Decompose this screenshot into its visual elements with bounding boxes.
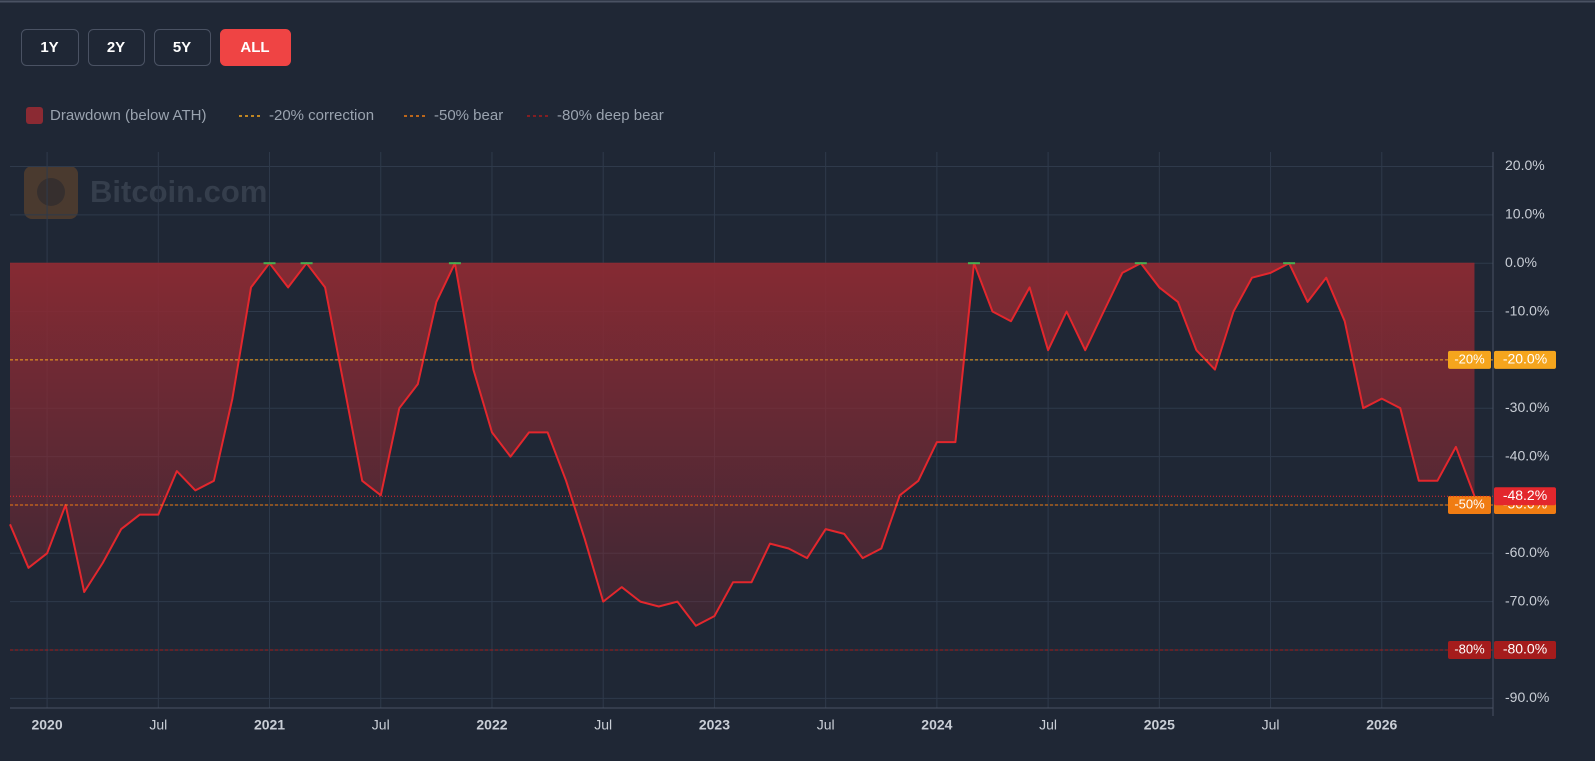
range-button[interactable]	[88, 29, 145, 66]
x-tick-label: Jul	[1039, 717, 1057, 733]
x-tick-label: Jul	[817, 717, 835, 733]
x-tick-label: 2024	[921, 717, 952, 733]
legend-label: -20% correction	[269, 107, 374, 124]
x-tick-label: 2022	[476, 717, 507, 733]
reference-tag-label: -50%	[1454, 496, 1485, 511]
x-tick-label: Jul	[372, 717, 390, 733]
y-tick-label: -60.0%	[1505, 544, 1549, 560]
x-tick-label: Jul	[594, 717, 612, 733]
reference-tag-label: -20%	[1454, 351, 1485, 366]
range-button-label[interactable]: 1Y	[40, 39, 58, 56]
watermark: Bitcoin.com	[90, 174, 267, 209]
legend-swatch	[26, 107, 43, 124]
x-tick-label: 2020	[31, 717, 62, 733]
x-tick-label: Jul	[1262, 717, 1280, 733]
drawdown-area	[10, 263, 1475, 626]
drawdown-line	[9, 262, 1476, 627]
reference-tag	[1448, 640, 1491, 659]
legend-label: -80% deep bear	[557, 107, 664, 124]
x-tick-label: 2025	[1144, 717, 1175, 733]
watermark-icon	[24, 166, 78, 219]
range-button[interactable]	[220, 29, 291, 66]
x-tick-label: 2021	[254, 717, 285, 733]
y-tick-label: -30.0%	[1505, 399, 1549, 415]
axis-tag-label: -80.0%	[1503, 641, 1547, 657]
reference-tag-label: -80%	[1454, 641, 1485, 656]
reference-tag	[1448, 350, 1491, 369]
axis-tag-label: -20.0%	[1503, 351, 1547, 367]
range-button-label[interactable]: ALL	[240, 39, 269, 56]
axis-tag	[1494, 640, 1556, 659]
y-tick-label: 10.0%	[1505, 206, 1545, 222]
y-tick-label: -70.0%	[1505, 592, 1549, 608]
current-value-label: -48.2%	[1503, 487, 1547, 503]
y-tick-label: -10.0%	[1505, 302, 1549, 318]
range-button[interactable]	[154, 29, 211, 66]
reference-tag	[1448, 495, 1491, 514]
y-tick-label: 20.0%	[1505, 157, 1545, 173]
range-button-label[interactable]: 5Y	[173, 39, 191, 56]
legend-label: -50% bear	[434, 107, 503, 124]
y-tick-label: -40.0%	[1505, 447, 1549, 463]
x-tick-label: 2026	[1366, 717, 1397, 733]
x-tick-label: 2023	[699, 717, 730, 733]
axis-tag	[1494, 350, 1556, 369]
y-tick-label: 0.0%	[1505, 254, 1537, 270]
current-value-tag	[1494, 487, 1556, 506]
y-tick-label: -90.0%	[1505, 689, 1549, 705]
x-tick-label: Jul	[149, 717, 167, 733]
range-button[interactable]	[21, 29, 79, 66]
range-button-label[interactable]: 2Y	[107, 39, 125, 56]
legend-label: Drawdown (below ATH)	[50, 107, 206, 124]
